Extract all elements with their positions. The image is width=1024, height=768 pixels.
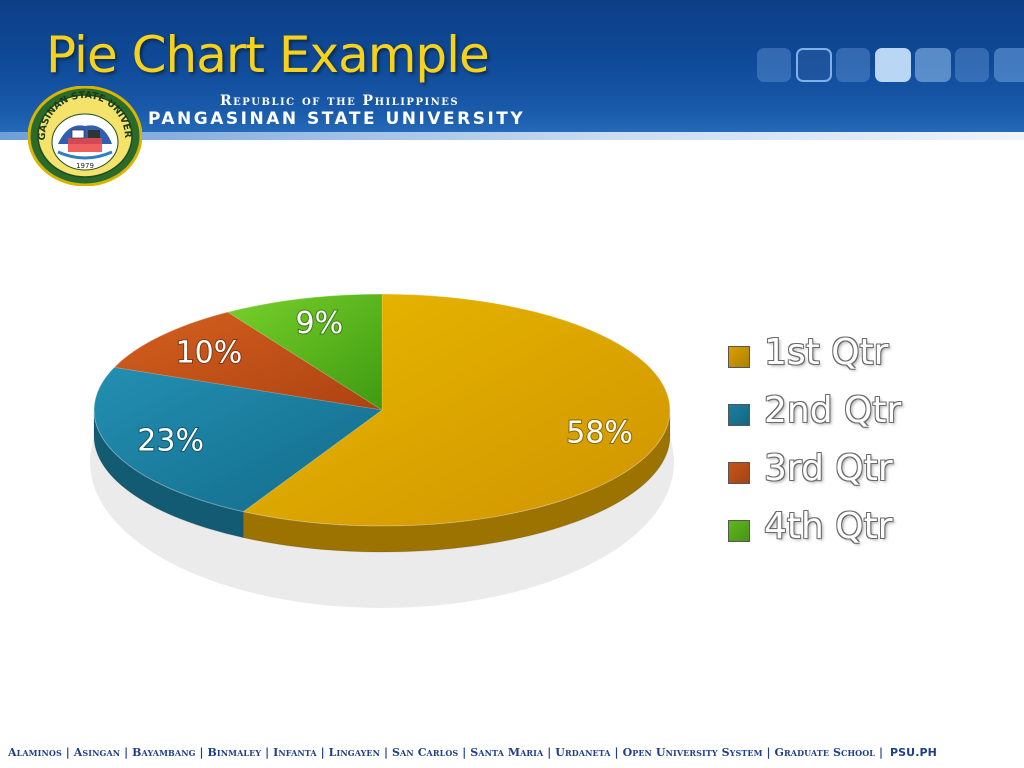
- data-label-3rd-qtr: 10%: [176, 335, 243, 370]
- republic-line: Republic of the Philippines: [220, 93, 460, 109]
- legend-label: 2nd Qtr: [764, 390, 902, 431]
- footer-campuses: Alaminos | Asingan | Bayambang | Binmale…: [8, 746, 884, 759]
- decorative-box: [994, 48, 1024, 82]
- legend-swatch: [728, 520, 750, 542]
- pie-slice-4th-qtr: [226, 293, 383, 411]
- legend-label: 1st Qtr: [764, 332, 889, 373]
- legend-label: 4th Qtr: [764, 506, 893, 547]
- legend-swatch: [728, 462, 750, 484]
- seal-year: 1979: [76, 162, 94, 170]
- pie-slices: [93, 293, 671, 527]
- university-name: PANGASINAN STATE UNIVERSITY: [148, 109, 526, 129]
- legend-swatch: [728, 346, 750, 368]
- pie-slice-3rd-qtr: [113, 311, 383, 411]
- data-label-1st-qtr: 58%: [566, 416, 633, 451]
- data-label-2nd-qtr: 23%: [137, 424, 204, 459]
- legend-label: 3rd Qtr: [764, 448, 893, 489]
- decorative-box: [955, 48, 989, 82]
- university-seal-logo: PANGASINAN STATE UNIVERSITY 1979: [28, 86, 142, 186]
- decorative-box: [836, 48, 870, 82]
- pie-slice-1st-qtr: [242, 293, 671, 527]
- pie-highlight: [93, 293, 671, 527]
- pie-labels: 58% 23% 10% 9%: [136, 305, 634, 460]
- slide-title: Pie Chart Example: [46, 26, 490, 84]
- pie-slice-2nd-qtr: [93, 366, 384, 513]
- decorative-box: [796, 48, 832, 82]
- data-label-4th-qtr: 9%: [296, 306, 344, 341]
- legend-swatch: [728, 404, 750, 426]
- footer-site-link[interactable]: PSU.PH: [889, 746, 937, 759]
- decorative-box: [915, 48, 951, 82]
- campus-footer: Alaminos | Asingan | Bayambang | Binmale…: [8, 746, 1020, 759]
- header-divider: [0, 132, 1024, 140]
- slide-header: Pie Chart Example Republic of the Philip…: [0, 0, 1024, 140]
- decorative-box: [875, 48, 911, 82]
- decorative-box: [757, 48, 791, 82]
